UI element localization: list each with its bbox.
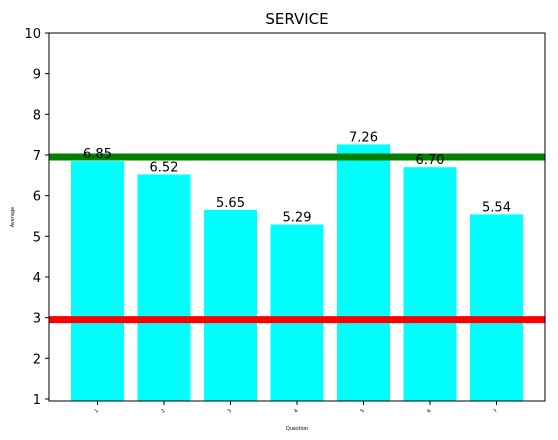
x-tick-label: 7 — [493, 408, 499, 414]
x-tick-label: 2 — [160, 408, 166, 414]
bar-question-5 — [337, 144, 390, 401]
data-label-question-2: 6.52 — [150, 161, 179, 176]
chart-title: SERVICE — [265, 10, 328, 28]
x-axis-label: Question — [286, 426, 308, 432]
data-label-question-3: 5.65 — [216, 196, 245, 211]
x-tick-label: 6 — [426, 408, 432, 414]
y-tick-label: 10 — [24, 27, 41, 42]
data-label-question-5: 7.26 — [349, 130, 378, 145]
y-tick-label: 7 — [33, 149, 41, 164]
x-tick-label: 5 — [360, 408, 366, 414]
y-tick-label: 6 — [33, 190, 41, 205]
y-tick-label: 4 — [33, 271, 41, 286]
data-label-question-6: 6.70 — [416, 153, 445, 168]
bar-question-3 — [204, 210, 257, 401]
bar-question-4 — [271, 225, 324, 401]
bar-question-7 — [470, 214, 523, 401]
bar-question-6 — [404, 167, 457, 401]
x-tick-label: 4 — [293, 408, 299, 414]
y-tick-label: 2 — [33, 352, 41, 367]
y-tick-label: 1 — [33, 393, 41, 408]
y-tick-label: 8 — [33, 108, 41, 123]
data-label-question-4: 5.29 — [283, 211, 312, 226]
data-label-question-7: 5.54 — [482, 200, 511, 215]
x-tick-label: 1 — [94, 408, 100, 414]
y-tick-label: 3 — [33, 312, 41, 327]
y-axis-label: Average — [10, 207, 16, 228]
x-tick-label: 3 — [227, 408, 233, 414]
bar-question-1 — [71, 161, 124, 401]
y-tick-label: 9 — [33, 68, 41, 83]
y-tick-label: 5 — [33, 230, 41, 245]
data-label-question-1: 6.85 — [83, 147, 112, 162]
bar-question-2 — [138, 175, 191, 401]
